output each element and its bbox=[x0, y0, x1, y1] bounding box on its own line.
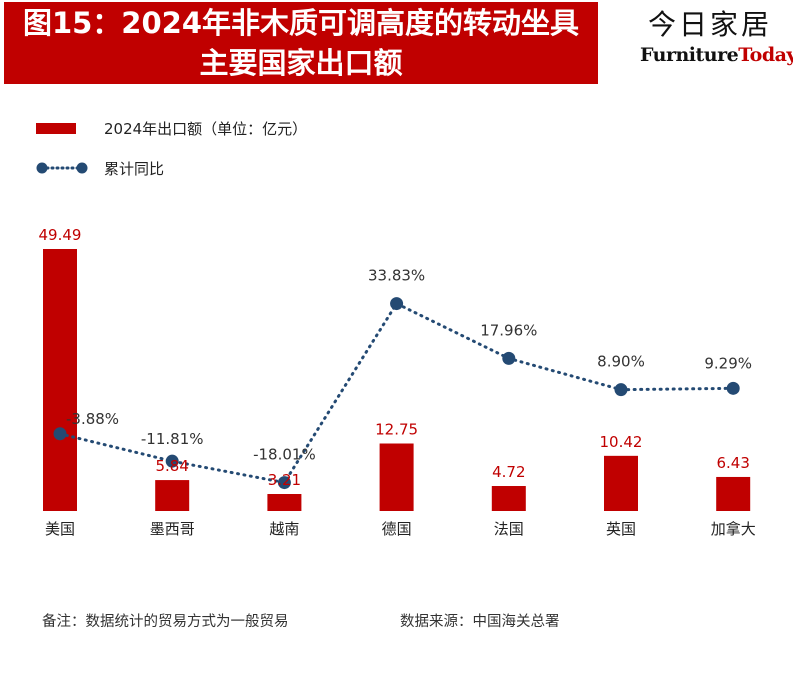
brand-name-en-part2: Today bbox=[738, 44, 793, 66]
chart-title-line2: 主要国家出口额 bbox=[199, 46, 403, 80]
bar-value-label: 49.49 bbox=[39, 226, 82, 244]
brand-name-cn: 今日家居 bbox=[647, 8, 772, 41]
bar bbox=[491, 486, 526, 511]
legend-item-line: 累计同比 bbox=[36, 157, 164, 179]
bar bbox=[267, 494, 302, 511]
bar bbox=[716, 476, 751, 511]
yoy-value-label: 8.90% bbox=[597, 353, 645, 371]
bar-value-label: 4.72 bbox=[492, 463, 525, 481]
legend-bar-label: 2024年出口额（单位：亿元） bbox=[104, 119, 308, 138]
yoy-point bbox=[277, 476, 291, 490]
category-label: 德国 bbox=[382, 520, 412, 538]
yoy-point bbox=[614, 383, 628, 397]
legend-line-label: 累计同比 bbox=[104, 159, 165, 178]
yoy-value-label: -18.01% bbox=[253, 446, 316, 464]
chart-title-line1: 图15：2024年非木质可调高度的转动坐具 bbox=[22, 6, 580, 40]
bar bbox=[43, 249, 77, 511]
yoy-point bbox=[53, 427, 67, 441]
yoy-value-label: -11.81% bbox=[141, 430, 204, 448]
title-banner: 图15：2024年非木质可调高度的转动坐具 主要国家出口额 bbox=[4, 2, 598, 84]
brand-logo: 今日家居 FurnitureToday bbox=[640, 6, 793, 66]
brand-name-en: FurnitureToday bbox=[640, 44, 793, 66]
category-label: 加拿大 bbox=[711, 520, 756, 538]
bar-value-label: 12.75 bbox=[375, 421, 418, 439]
bar-value-label: 3.21 bbox=[268, 471, 301, 489]
category-label: 美国 bbox=[45, 520, 75, 538]
bar bbox=[379, 443, 414, 511]
category-label: 墨西哥 bbox=[150, 520, 195, 538]
yoy-point bbox=[726, 381, 740, 395]
yoy-value-label: 33.83% bbox=[368, 267, 425, 285]
bar bbox=[155, 480, 190, 511]
legend-line-swatch bbox=[36, 162, 88, 174]
yoy-value-label: 9.29% bbox=[704, 354, 752, 372]
legend-item-bar: 2024年出口额（单位：亿元） bbox=[36, 117, 307, 139]
brand-name-en-part1: Furniture bbox=[640, 44, 739, 66]
category-label: 越南 bbox=[269, 520, 299, 538]
bar bbox=[604, 455, 638, 511]
legend-bar-swatch bbox=[36, 122, 76, 134]
category-label: 英国 bbox=[606, 520, 636, 538]
category-label: 法国 bbox=[494, 520, 524, 538]
yoy-value-label: 17.96% bbox=[480, 321, 537, 339]
yoy-point bbox=[165, 454, 179, 468]
yoy-value-label: -3.88% bbox=[66, 410, 119, 428]
bar-value-label: 6.43 bbox=[716, 454, 749, 472]
yoy-point bbox=[390, 297, 404, 311]
bar-value-label: 5.84 bbox=[155, 457, 188, 475]
source-note: 数据来源：中国海关总署 bbox=[400, 614, 560, 630]
yoy-point bbox=[502, 351, 516, 365]
bar-value-label: 10.42 bbox=[600, 433, 643, 451]
remark-note: 备注：数据统计的贸易方式为一般贸易 bbox=[42, 614, 289, 630]
